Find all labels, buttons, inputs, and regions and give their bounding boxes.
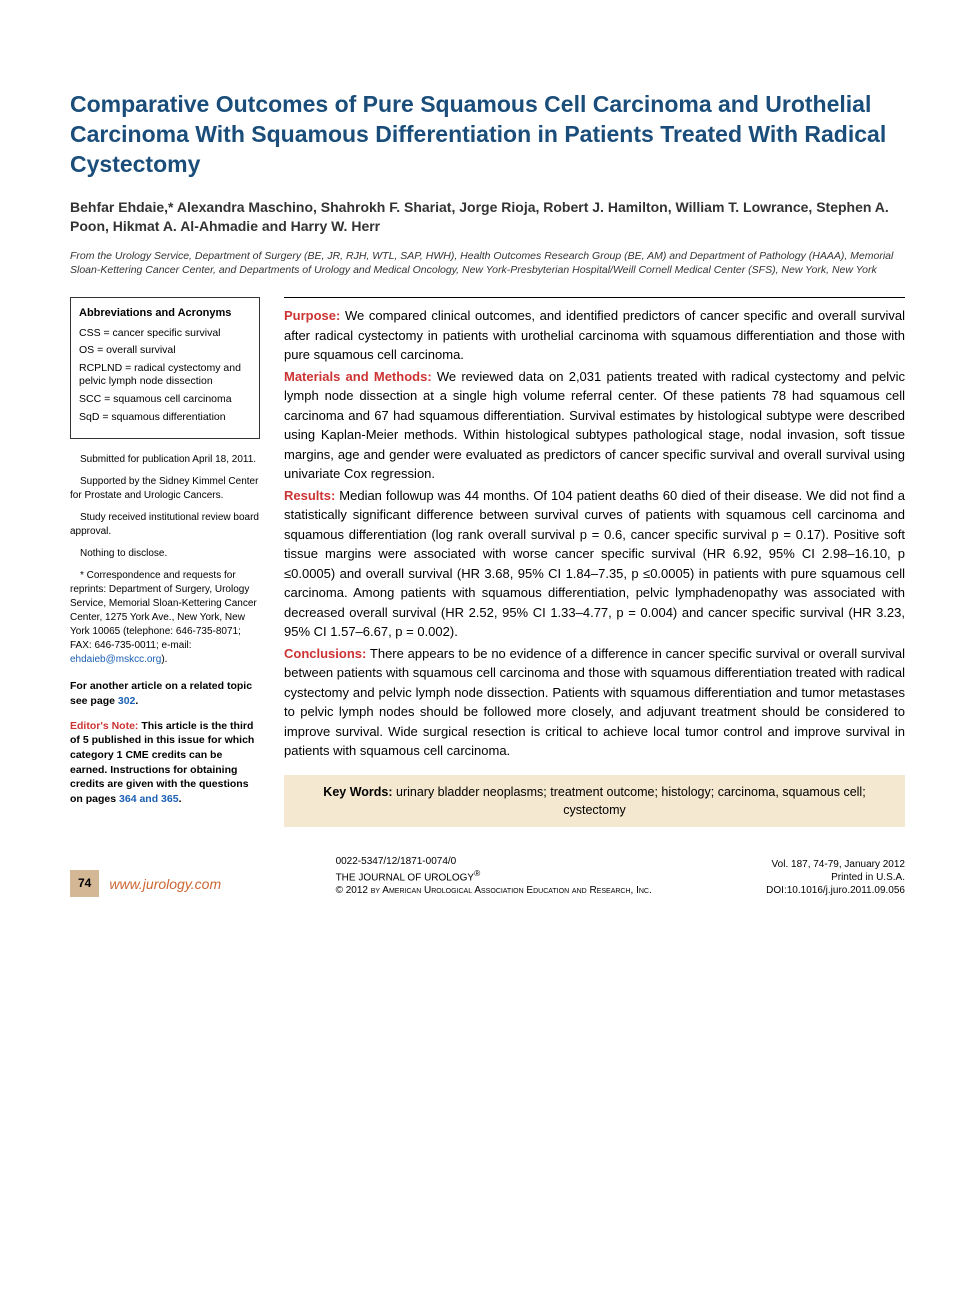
article-title: Comparative Outcomes of Pure Squamous Ce… <box>70 90 905 180</box>
correspondence-email-link[interactable]: ehdaieb@mskcc.org <box>70 654 161 665</box>
abbrev-item: SqD = squamous differentiation <box>79 411 251 425</box>
related-suffix: . <box>135 695 138 707</box>
abbrev-item: SCC = squamous cell carcinoma <box>79 393 251 407</box>
footer-left: 74 www.jurology.com <box>70 870 221 898</box>
methods-label: Materials and Methods: <box>284 369 432 384</box>
doi: DOI:10.1016/j.juro.2011.09.056 <box>766 884 905 897</box>
irb-note: Study received institutional review boar… <box>70 511 260 539</box>
editor-note-suffix: . <box>179 793 182 805</box>
disclose-note: Nothing to disclose. <box>70 547 260 561</box>
abstract-results: Results: Median followup was 44 months. … <box>284 486 905 642</box>
correspondence-text: * Correspondence and requests for reprin… <box>70 570 257 651</box>
sidebar: Abbreviations and Acronyms CSS = cancer … <box>70 297 260 827</box>
abstract-rule <box>284 297 905 298</box>
keywords-text: urinary bladder neoplasms; treatment out… <box>393 785 866 817</box>
correspondence-suffix: ). <box>161 654 167 665</box>
editor-note-label: Editor's Note: <box>70 720 138 732</box>
printed-in: Printed in U.S.A. <box>766 871 905 884</box>
page-footer: 74 www.jurology.com 0022-5347/12/1871-00… <box>70 855 905 897</box>
abbreviations-heading: Abbreviations and Acronyms <box>79 306 251 320</box>
content-columns: Abbreviations and Acronyms CSS = cancer … <box>70 297 905 827</box>
purpose-text: We compared clinical outcomes, and ident… <box>284 308 905 362</box>
purpose-label: Purpose: <box>284 308 340 323</box>
copyright: © 2012 by American Urological Associatio… <box>336 884 652 897</box>
abstract-methods: Materials and Methods: We reviewed data … <box>284 367 905 484</box>
affiliation: From the Urology Service, Department of … <box>70 249 905 277</box>
authors: Behfar Ehdaie,* Alexandra Maschino, Shah… <box>70 198 905 237</box>
footer-center: 0022-5347/12/1871-0074/0 THE JOURNAL OF … <box>336 855 652 897</box>
related-page-link[interactable]: 302 <box>118 695 136 707</box>
editor-pages-link[interactable]: 364 and 365 <box>119 793 179 805</box>
issn: 0022-5347/12/1871-0074/0 <box>336 855 652 868</box>
conclusions-label: Conclusions: <box>284 646 366 661</box>
abbrev-item: RCPLND = radical cystectomy and pelvic l… <box>79 362 251 389</box>
abbreviations-box: Abbreviations and Acronyms CSS = cancer … <box>70 297 260 439</box>
abbrev-item: OS = overall survival <box>79 344 251 358</box>
keywords-box: Key Words: urinary bladder neoplasms; tr… <box>284 775 905 827</box>
journal-name: THE JOURNAL OF UROLOGY® <box>336 868 652 884</box>
abstract-conclusions: Conclusions: There appears to be no evid… <box>284 644 905 761</box>
abstract-column: Purpose: We compared clinical outcomes, … <box>284 297 905 827</box>
editor-note: Editor's Note: This article is the third… <box>70 719 260 807</box>
conclusions-text: There appears to be no evidence of a dif… <box>284 646 905 759</box>
footer-right: Vol. 187, 74-79, January 2012 Printed in… <box>766 858 905 897</box>
supported-note: Supported by the Sidney Kimmel Center fo… <box>70 475 260 503</box>
methods-text: We reviewed data on 2,031 patients treat… <box>284 369 905 482</box>
journal-url-link[interactable]: www.jurology.com <box>109 875 221 897</box>
keywords-label: Key Words: <box>323 785 392 799</box>
results-label: Results: <box>284 488 335 503</box>
submitted-note: Submitted for publication April 18, 2011… <box>70 453 260 467</box>
abbrev-item: CSS = cancer specific survival <box>79 327 251 341</box>
page-number: 74 <box>70 870 99 898</box>
correspondence-note: * Correspondence and requests for reprin… <box>70 569 260 667</box>
volume-info: Vol. 187, 74-79, January 2012 <box>766 858 905 871</box>
abstract-purpose: Purpose: We compared clinical outcomes, … <box>284 306 905 365</box>
related-article-note: For another article on a related topic s… <box>70 679 260 708</box>
related-prefix: For another article on a related topic s… <box>70 680 252 707</box>
results-text: Median followup was 44 months. Of 104 pa… <box>284 488 905 640</box>
